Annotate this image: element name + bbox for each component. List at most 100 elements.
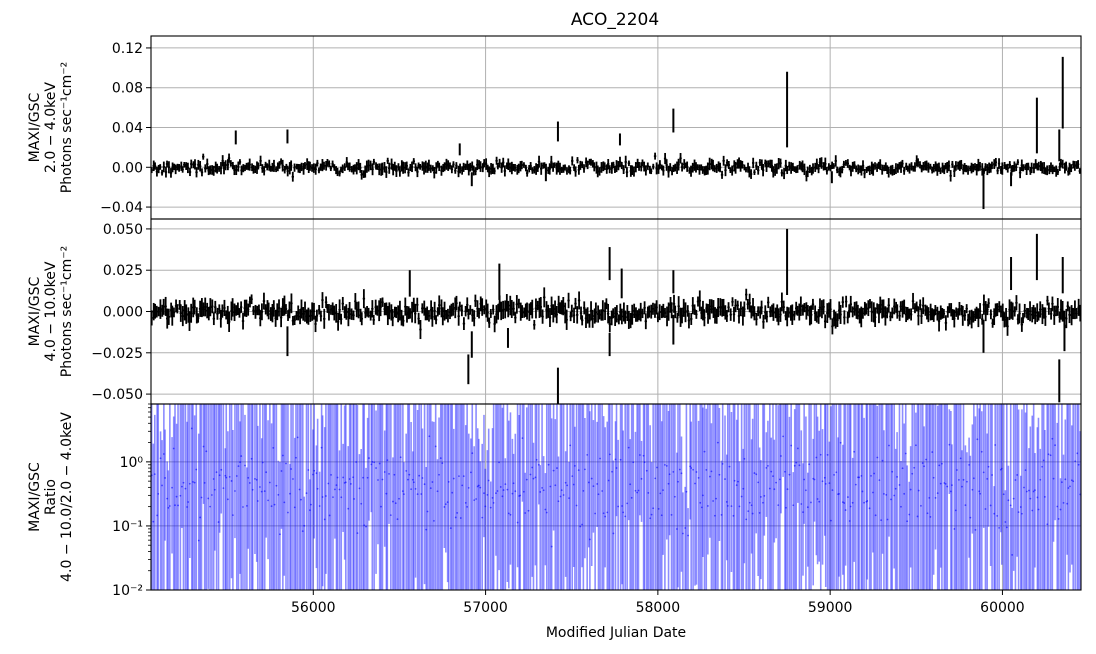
panel-bottom: 10⁻² 10⁻¹ 10⁰ MAXI/GSC Ratio 4.0 − 10.0/2.0 −… xyxy=(27,403,1082,616)
ratio-point xyxy=(348,478,351,480)
ratio-point xyxy=(242,506,244,508)
ratio-point xyxy=(622,511,625,514)
ratio-point xyxy=(974,529,977,531)
ratio-point xyxy=(534,476,537,479)
ratio-point xyxy=(998,526,1000,529)
ratio-point xyxy=(932,476,935,479)
ratio-point xyxy=(355,461,357,463)
ratio-point xyxy=(903,492,906,495)
ratio-point xyxy=(365,525,367,528)
ratio-point xyxy=(946,485,949,488)
ratio-point xyxy=(328,514,331,517)
ratio-point xyxy=(263,490,266,493)
ratio-point xyxy=(1051,437,1054,440)
ratio-point xyxy=(695,471,698,473)
ratio-point xyxy=(366,476,369,479)
ratio-point xyxy=(235,475,238,477)
ratio-point xyxy=(835,471,838,474)
ratio-point xyxy=(665,464,668,467)
ratio-point xyxy=(962,478,965,481)
ratio-point xyxy=(1017,511,1020,514)
ratio-point xyxy=(234,490,236,492)
ratio-point xyxy=(408,473,411,476)
ratio-point xyxy=(405,470,408,472)
ratio-point xyxy=(587,481,590,484)
ratio-point xyxy=(1039,478,1042,481)
ratio-point xyxy=(581,523,583,526)
ratio-point xyxy=(793,464,796,467)
ratio-point xyxy=(305,492,308,495)
ratio-point xyxy=(298,488,301,491)
ratio-point xyxy=(188,482,191,485)
ratio-point xyxy=(972,477,975,480)
ratio-point xyxy=(662,489,664,492)
ratio-point xyxy=(773,488,776,491)
ratio-point xyxy=(544,508,547,511)
ratio-point xyxy=(300,498,302,501)
ratio-point xyxy=(327,482,330,485)
ratio-point xyxy=(572,483,575,486)
ratio-point xyxy=(944,482,947,485)
ratio-point xyxy=(823,476,826,479)
ratio-point xyxy=(161,484,163,487)
ratio-point xyxy=(522,490,525,493)
ratio-point xyxy=(778,478,781,481)
ratio-point xyxy=(726,504,729,507)
ratio-point xyxy=(1014,479,1017,481)
ratio-point xyxy=(755,473,758,476)
ratio-point xyxy=(904,452,907,455)
x-tick-label: 60000 xyxy=(980,600,1025,616)
ratio-point xyxy=(987,465,990,468)
ratio-point xyxy=(519,494,522,497)
ratio-point xyxy=(978,490,981,493)
ratio-point xyxy=(934,496,937,499)
ratio-point xyxy=(177,504,179,507)
ratio-point xyxy=(564,481,567,484)
ratio-point xyxy=(916,515,919,518)
ratio-point xyxy=(452,477,455,480)
ratio-point xyxy=(363,524,366,527)
ratio-point xyxy=(798,464,801,467)
panel-top: −0.04 0.00 0.04 0.08 0.12 MAXI/GSC 2.0 − 4.0ke… xyxy=(27,35,1082,220)
ratio-point xyxy=(1069,485,1071,488)
ratio-point xyxy=(483,492,485,495)
ratio-point xyxy=(461,484,464,487)
ratio-point xyxy=(873,472,876,475)
ratio-point xyxy=(673,495,676,498)
ratio-point xyxy=(843,502,846,504)
ratio-point xyxy=(772,475,774,478)
ratio-point xyxy=(735,484,738,487)
ratio-point xyxy=(920,504,922,507)
y-tick-label: 0.025 xyxy=(103,263,143,279)
ratio-point xyxy=(617,505,620,508)
ratio-point xyxy=(524,512,527,514)
ratio-point xyxy=(159,457,162,460)
ratio-point xyxy=(368,457,370,459)
ratio-point xyxy=(883,492,885,495)
ratio-point xyxy=(381,478,384,481)
ratio-point xyxy=(475,498,477,500)
ratio-point xyxy=(1034,489,1036,492)
ratio-point xyxy=(542,489,545,492)
ratio-point xyxy=(751,512,754,515)
ratio-point xyxy=(577,469,580,471)
ratio-point xyxy=(336,476,339,479)
ratio-point xyxy=(684,527,687,529)
ratio-point xyxy=(392,500,394,503)
ratio-point xyxy=(627,446,630,449)
ratio-point xyxy=(464,501,467,504)
y-tick-label: 0.00 xyxy=(112,160,143,176)
ratio-point xyxy=(549,485,552,488)
ratio-point xyxy=(720,513,723,516)
ratio-point xyxy=(259,486,261,488)
ratio-point xyxy=(443,506,446,508)
ratio-point xyxy=(800,503,803,505)
ratio-point xyxy=(765,466,768,469)
ratio-point xyxy=(416,493,419,496)
ratio-point xyxy=(989,504,992,507)
ratio-point xyxy=(316,487,319,490)
ratio-point xyxy=(202,445,205,448)
ratio-point xyxy=(175,495,178,498)
ratio-point xyxy=(768,487,771,490)
ratio-point xyxy=(619,458,622,461)
